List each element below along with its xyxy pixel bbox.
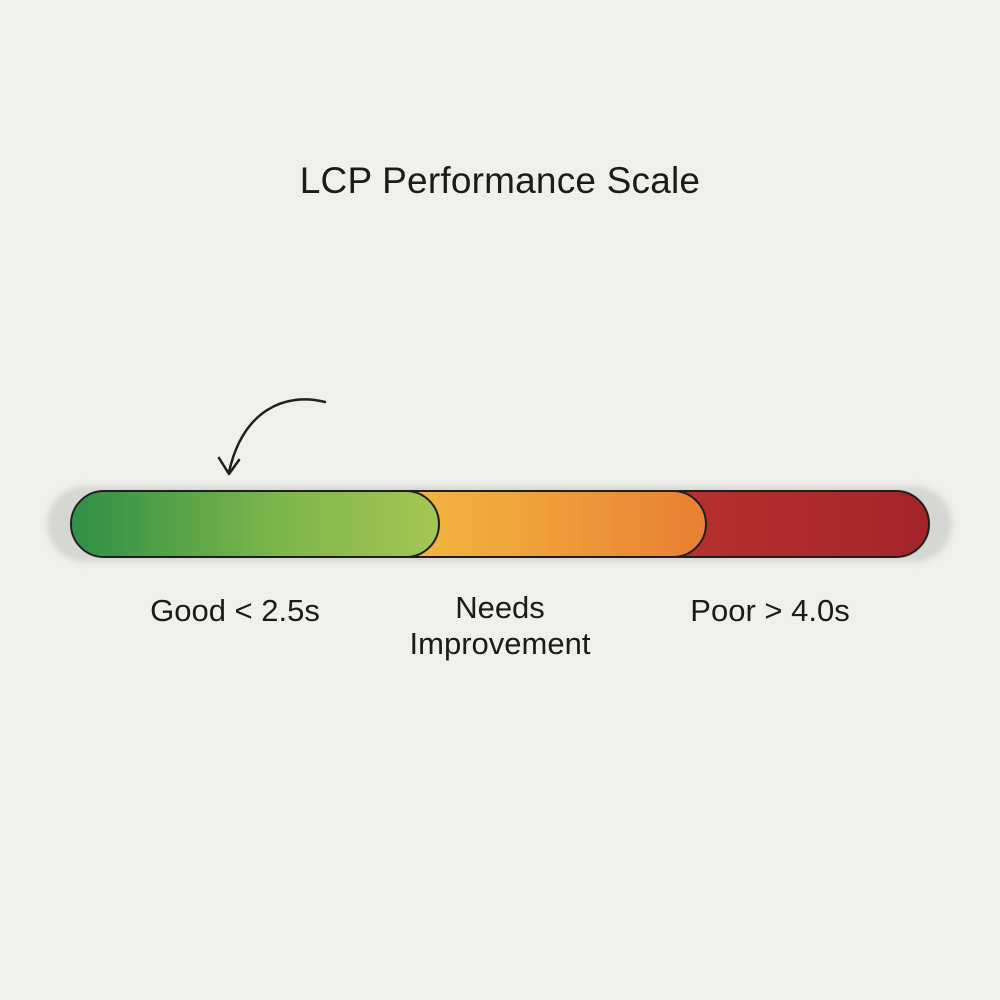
label-needs-line1: Needs: [455, 590, 545, 625]
performance-scale-bar: [70, 490, 930, 558]
segment-good: [72, 492, 440, 556]
label-poor: Poor > 4.0s: [690, 593, 850, 628]
curved-arrow-icon: [217, 398, 327, 476]
page-title: LCP Performance Scale: [299, 160, 701, 201]
label-needs-improvement: Needs Improvement: [370, 590, 630, 662]
label-needs-line2: Improvement: [409, 626, 591, 661]
label-good: Good < 2.5s: [150, 593, 320, 628]
